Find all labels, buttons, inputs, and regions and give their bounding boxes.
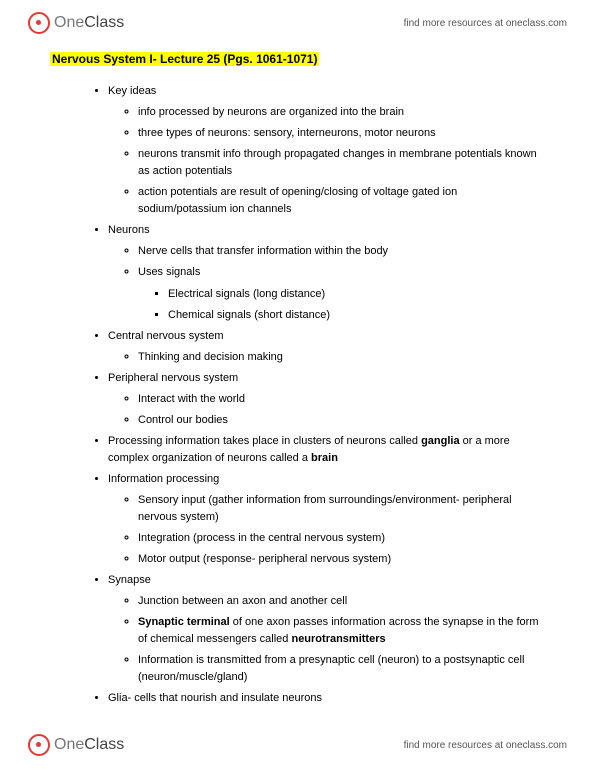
list-item: Chemical signals (short distance) [168,307,545,324]
section-label: Central nervous system [108,330,224,342]
list-item: Integration (process in the central nerv… [138,530,545,547]
logo-icon [28,12,50,34]
list-item: Synaptic terminal of one axon passes inf… [138,614,545,648]
section-label: Synapse [108,574,151,586]
bold-term: brain [311,452,338,464]
list-item: Processing information takes place in cl… [108,433,545,467]
header-link[interactable]: find more resources at oneclass.com [404,18,567,29]
list-item: Key ideas info processed by neurons are … [108,83,545,218]
list-item: Nerve cells that transfer information wi… [138,243,545,260]
list-item: three types of neurons: sensory, interne… [138,125,545,142]
logo-one: One [54,736,84,753]
footer-link[interactable]: find more resources at oneclass.com [404,740,567,751]
logo-class: Class [84,736,124,753]
list-item: Synapse Junction between an axon and ano… [108,572,545,686]
brand-logo: OneClass [28,12,124,34]
logo-text: OneClass [54,14,124,32]
bold-term: neurotransmitters [291,633,385,645]
brand-logo: OneClass [28,734,124,756]
text: Uses signals [138,266,200,278]
section-label: Key ideas [108,85,156,97]
list-item: Neurons Nerve cells that transfer inform… [108,222,545,323]
bold-term: ganglia [421,435,460,447]
list-item: neurons transmit info through propagated… [138,146,545,180]
list-item: Electrical signals (long distance) [168,286,545,303]
list-item: Glia- cells that nourish and insulate ne… [108,690,545,707]
outline-list: Key ideas info processed by neurons are … [50,83,545,707]
logo-icon [28,734,50,756]
list-item: Junction between an axon and another cel… [138,593,545,610]
text: Processing information takes place in cl… [108,435,421,447]
section-label: Neurons [108,224,150,236]
list-item: Uses signals Electrical signals (long di… [138,264,545,323]
list-item: Sensory input (gather information from s… [138,492,545,526]
logo-class: Class [84,14,124,31]
list-item: Information processing Sensory input (ga… [108,471,545,568]
list-item: Control our bodies [138,412,545,429]
list-item: Peripheral nervous system Interact with … [108,370,545,429]
logo-text: OneClass [54,736,124,754]
page-footer: OneClass find more resources at oneclass… [0,726,595,770]
page-title: Nervous System I- Lecture 25 (Pgs. 1061-… [50,52,319,66]
page-header: OneClass find more resources at oneclass… [0,0,595,42]
bold-term: Synaptic terminal [138,616,230,628]
list-item: Thinking and decision making [138,349,545,366]
document-content: Nervous System I- Lecture 25 (Pgs. 1061-… [0,42,595,708]
logo-one: One [54,14,84,31]
section-label: Information processing [108,473,219,485]
list-item: action potentials are result of opening/… [138,184,545,218]
list-item: Motor output (response- peripheral nervo… [138,551,545,568]
list-item: Information is transmitted from a presyn… [138,652,545,686]
list-item: Central nervous system Thinking and deci… [108,328,545,366]
list-item: Interact with the world [138,391,545,408]
section-label: Peripheral nervous system [108,372,238,384]
list-item: info processed by neurons are organized … [138,104,545,121]
